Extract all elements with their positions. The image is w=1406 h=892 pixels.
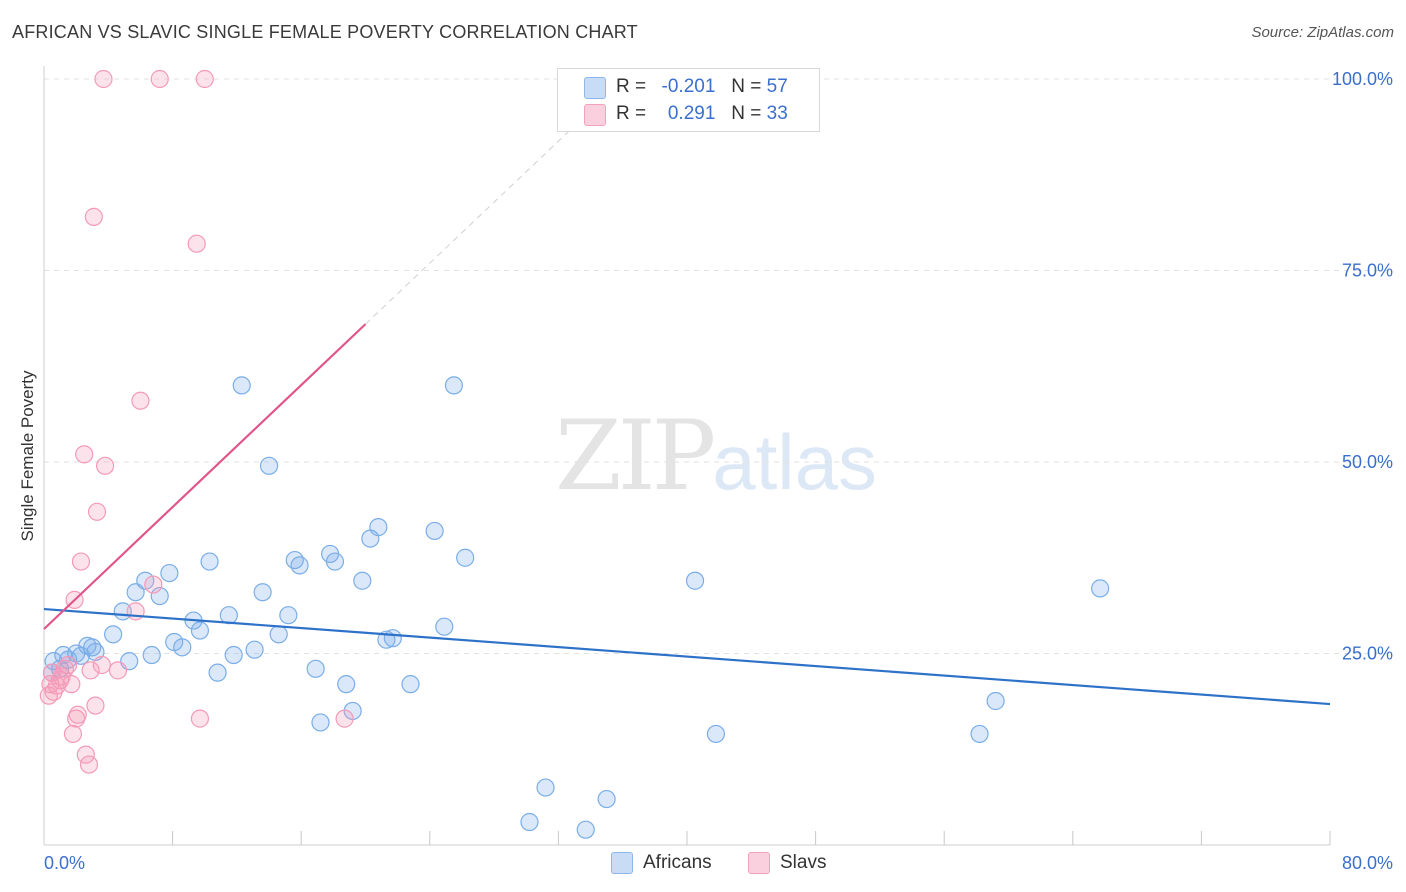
slavs-point xyxy=(71,552,91,571)
africans-point xyxy=(444,376,464,395)
africans-point xyxy=(536,778,555,797)
y-tick-label: 25.0% xyxy=(1342,644,1393,664)
africans-point xyxy=(456,548,475,567)
slavs-point xyxy=(68,705,87,724)
africans-point xyxy=(290,556,309,575)
africans-point xyxy=(173,638,192,657)
africans-point xyxy=(353,571,372,590)
bottom-legend-africans: Africans xyxy=(611,852,712,874)
africans-point xyxy=(311,713,330,732)
source-label: Source: ZipAtlas.com xyxy=(1251,24,1394,41)
africans-point xyxy=(150,586,169,606)
slavs-legend-label: Slavs xyxy=(780,852,827,873)
africans-point xyxy=(208,663,227,682)
y-tick-label: 50.0% xyxy=(1342,452,1393,472)
slavs-point xyxy=(195,69,214,89)
watermark-zip: ZIP xyxy=(555,400,716,512)
slavs-point xyxy=(79,755,99,774)
slavs-point xyxy=(92,655,111,675)
africans-point xyxy=(306,659,325,678)
africans-point xyxy=(190,621,210,640)
legend-r-value: 0.291 xyxy=(667,103,716,124)
slavs-point xyxy=(75,445,94,464)
slavs-point xyxy=(144,575,163,594)
africans-point xyxy=(232,376,251,395)
africans-legend-label: Africans xyxy=(643,852,712,873)
africans-point xyxy=(576,820,595,839)
legend-n-label: N = xyxy=(731,103,762,124)
africans-point xyxy=(285,550,304,570)
legend-r-label: R = xyxy=(616,103,647,124)
slavs-point xyxy=(94,69,113,89)
africans-point xyxy=(597,789,616,809)
slavs-point xyxy=(62,675,81,694)
legend-row-africans: R = -0.201 N = 57 xyxy=(616,75,788,99)
africans-point xyxy=(142,645,161,665)
africans-point xyxy=(425,521,444,541)
africans-point xyxy=(200,552,219,571)
slavs-point xyxy=(59,655,78,675)
slavs-swatch xyxy=(748,852,770,874)
africans-point xyxy=(160,563,179,583)
slavs-point xyxy=(108,661,128,680)
africans-point xyxy=(219,606,238,625)
africans-point xyxy=(104,625,123,644)
slavs-point xyxy=(84,207,103,226)
slavs-point xyxy=(63,724,83,744)
slavs-point xyxy=(76,745,95,764)
y-tick-label: 100.0% xyxy=(1332,69,1393,89)
africans-point xyxy=(245,640,264,659)
slavs-point xyxy=(86,696,105,715)
slavs-point xyxy=(81,661,100,680)
africans-point xyxy=(1091,579,1110,598)
africans-point xyxy=(401,675,420,694)
watermark: ZIPatlas xyxy=(555,400,877,512)
legend-swatch-africans xyxy=(584,77,606,99)
slavs-trendline-extension xyxy=(365,125,575,325)
legend-n-label: N = xyxy=(731,76,762,97)
x-tick-label: 80.0% xyxy=(1342,853,1393,873)
slavs-point xyxy=(190,709,210,728)
africans-point xyxy=(685,571,705,590)
africans-swatch xyxy=(611,852,633,874)
slavs-point xyxy=(335,709,354,728)
slavs-point xyxy=(95,456,115,475)
africans-point xyxy=(224,645,243,665)
bottom-legend-slavs: Slavs xyxy=(748,852,826,874)
africans-point xyxy=(970,724,989,744)
slavs-point xyxy=(47,676,66,695)
slavs-point xyxy=(187,234,206,253)
africans-point xyxy=(337,675,356,694)
slavs-trendline xyxy=(43,323,367,630)
africans-point xyxy=(259,456,279,475)
legend-n-value: 33 xyxy=(766,103,788,124)
africans-point xyxy=(706,724,726,744)
y-tick-label: 75.0% xyxy=(1342,261,1393,281)
africans-point xyxy=(986,691,1005,711)
slavs-point xyxy=(87,502,107,521)
chart-title: AFRICAN VS SLAVIC SINGLE FEMALE POVERTY … xyxy=(12,22,638,42)
legend-r-label: R = xyxy=(616,76,647,97)
x-tick-label: 0.0% xyxy=(44,853,85,873)
africans-point xyxy=(269,625,288,644)
africans-point xyxy=(369,518,388,537)
africans-point xyxy=(279,606,298,625)
slavs-point xyxy=(150,69,169,89)
africans-point xyxy=(325,552,345,571)
africans-point xyxy=(383,629,402,648)
legend-swatch-slavs xyxy=(584,104,606,126)
legend-r-value: -0.201 xyxy=(661,76,716,97)
africans-point xyxy=(253,583,272,602)
africans-trendline xyxy=(43,607,1331,706)
legend-row-slavs: R = 0.291 N = 33 xyxy=(616,102,788,126)
slavs-point xyxy=(131,391,150,410)
correlation-legend: R = -0.201 N = 57 R = 0.291 N = 33 xyxy=(557,68,820,132)
africans-point xyxy=(520,812,539,832)
legend-n-value: 57 xyxy=(766,76,788,97)
africans-point xyxy=(435,617,454,636)
